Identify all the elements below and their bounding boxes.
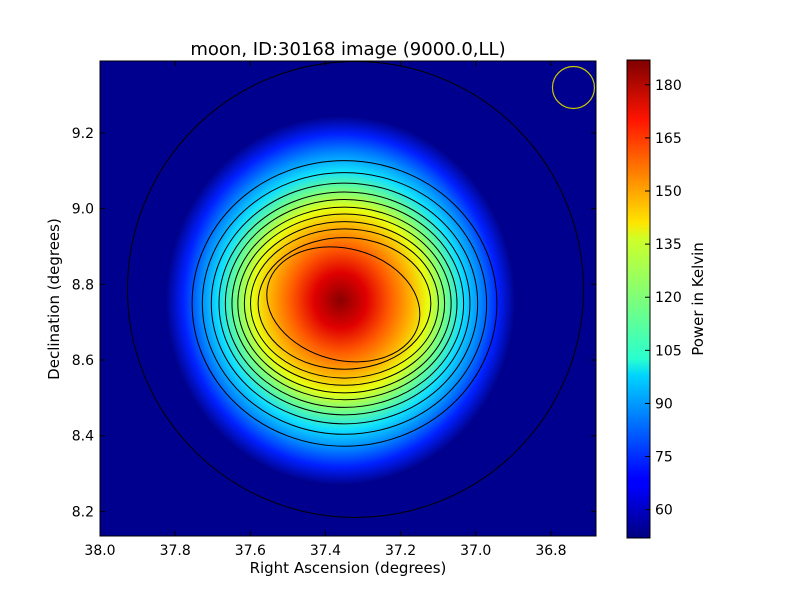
plot-area bbox=[100, 61, 596, 536]
colorbar bbox=[626, 59, 651, 539]
contour-line bbox=[257, 237, 432, 370]
contour-line bbox=[231, 206, 458, 401]
contour-line bbox=[191, 160, 498, 447]
x-tick-label: 37.8 bbox=[160, 543, 191, 559]
colorbar-tick-label: 150 bbox=[655, 184, 682, 200]
colorbar-tick-label: 60 bbox=[655, 503, 673, 519]
colorbar-tick-label: 165 bbox=[655, 131, 682, 147]
y-tick-label: 9.0 bbox=[72, 202, 94, 218]
contour-line bbox=[210, 182, 479, 425]
colorbar-tick-label: 120 bbox=[655, 290, 682, 306]
heatmap-emission bbox=[165, 115, 516, 486]
x-tick-label: 37.6 bbox=[235, 543, 266, 559]
colorbar-tick-label: 90 bbox=[655, 396, 673, 412]
contour-line bbox=[201, 172, 488, 435]
y-tick-label: 8.2 bbox=[72, 504, 94, 520]
x-tick-label: 37.2 bbox=[385, 543, 416, 559]
x-tick-label: 37.4 bbox=[310, 543, 341, 559]
colorbar-label: Power in Kelvin bbox=[689, 242, 707, 356]
contour-line bbox=[250, 228, 439, 379]
colorbar-tick-label: 180 bbox=[655, 78, 682, 94]
contour-line bbox=[237, 213, 452, 394]
plot-frame bbox=[99, 60, 597, 537]
y-axis-ticks: 8.2 8.4 8.6 8.8 9.0 9.2 bbox=[72, 126, 596, 520]
x-tick-label: 38.0 bbox=[84, 543, 115, 559]
chart-title: moon, ID:30168 image (9000.0,LL) bbox=[190, 39, 505, 60]
y-axis-label: Declination (degrees) bbox=[45, 218, 63, 380]
colorbar-ticks: 60 75 90 105 120 135 150 165 180 bbox=[645, 78, 682, 519]
contour-layer bbox=[127, 61, 584, 518]
contour-line bbox=[266, 246, 421, 363]
y-tick-label: 8.4 bbox=[72, 429, 94, 445]
heatmap-layer bbox=[165, 115, 516, 486]
colorbar-tick-label: 75 bbox=[655, 450, 673, 466]
contour-line bbox=[243, 221, 446, 386]
contour-line bbox=[218, 191, 471, 416]
y-tick-label: 8.6 bbox=[72, 353, 94, 369]
x-tick-label: 36.8 bbox=[535, 543, 566, 559]
x-axis-label: Right Ascension (degrees) bbox=[250, 559, 447, 577]
x-axis-ticks: 38.0 37.8 37.6 37.4 37.2 37.0 36.8 bbox=[84, 61, 566, 559]
colorbar-tick-label: 135 bbox=[655, 237, 682, 253]
contour-line bbox=[224, 198, 465, 408]
x-tick-label: 37.0 bbox=[460, 543, 491, 559]
beam-marker bbox=[551, 65, 596, 110]
colorbar-tick-label: 105 bbox=[655, 343, 682, 359]
y-tick-label: 9.2 bbox=[72, 126, 94, 142]
y-tick-label: 8.8 bbox=[72, 277, 94, 293]
